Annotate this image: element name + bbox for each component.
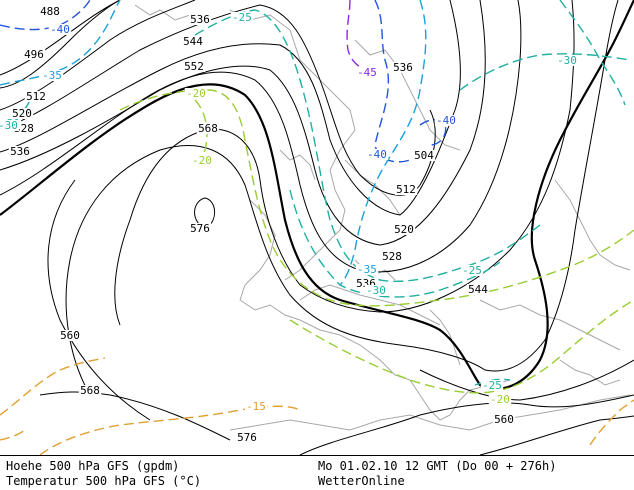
temperature-contour-label: -30 xyxy=(366,284,386,297)
height-contour-label: 512 xyxy=(26,90,46,103)
height-contour-label: 544 xyxy=(183,35,203,48)
height-contour-label: 488 xyxy=(40,5,60,18)
temperature-contour-label: -25 xyxy=(482,379,502,392)
height-contour-label: 576 xyxy=(237,431,257,444)
height-contour-label: 520 xyxy=(394,223,414,236)
temperature-contour-label: -40 xyxy=(436,114,456,127)
height-contours xyxy=(0,0,634,455)
footer-parameter-temperature: Temperatur 500 hPa GFS (°C) xyxy=(6,474,202,488)
height-contour-label: 568 xyxy=(80,384,100,397)
temperature-labels: -40 -35 -30 -25 -45 -40 -40 -20 -20 -35 -30 -25 -30 -… xyxy=(0,11,579,413)
height-contour-label: 496 xyxy=(24,48,44,61)
temperature-contour-label: -30 xyxy=(557,54,577,67)
height-contour-label: 528 xyxy=(382,250,402,263)
height-contour-label: 560 xyxy=(60,329,80,342)
temperature-contour-label: -20 xyxy=(490,393,510,406)
temperature-contour-label: -20 xyxy=(192,154,212,167)
height-contour-label: 536 xyxy=(393,61,413,74)
temperature-contour-label: -15 xyxy=(246,400,266,413)
footer-source: WetterOnline xyxy=(318,474,405,488)
temperature-contour-label: -30 xyxy=(0,119,18,132)
temperature-contour-label: -20 xyxy=(186,87,206,100)
footer-parameter-height: Hoehe 500 hPa GFS (gpdm) xyxy=(6,459,180,473)
temperature-contour-label: -45 xyxy=(357,66,377,79)
footer-valid-time: Mo 01.02.10 12 GMT (Do 00 + 276h) xyxy=(318,459,557,473)
height-contour-label: 560 xyxy=(494,413,514,426)
contour-552-thick xyxy=(0,0,634,390)
temperature-contour-label: -40 xyxy=(367,148,387,161)
temperature-contour-label: -35 xyxy=(42,69,62,82)
map-footer: Hoehe 500 hPa GFS (gpdm) Temperatur 500 … xyxy=(0,455,634,490)
height-contour-label: 576 xyxy=(190,222,210,235)
height-contour-label: 512 xyxy=(396,183,416,196)
temperature-contour-label: -35 xyxy=(357,263,377,276)
weather-map: 488 496 512 520 528 536 536 544 552 560 568 576 568 5… xyxy=(0,0,634,455)
temperature-contour-label: -40 xyxy=(50,23,70,36)
height-contour-label: 536 xyxy=(10,145,30,158)
height-contour-label: 504 xyxy=(414,149,434,162)
temperature-contour-label: -25 xyxy=(462,264,482,277)
temperature-contour-label: -25 xyxy=(232,11,252,24)
height-contour-label: 552 xyxy=(184,60,204,73)
height-contour-label: 568 xyxy=(198,122,218,135)
height-contour-label: 520 xyxy=(12,107,32,120)
height-contour-label: 544 xyxy=(468,283,488,296)
height-contour-label: 536 xyxy=(190,13,210,26)
height-labels: 488 496 512 520 528 536 536 544 552 560 568 576 568 5… xyxy=(8,5,516,444)
